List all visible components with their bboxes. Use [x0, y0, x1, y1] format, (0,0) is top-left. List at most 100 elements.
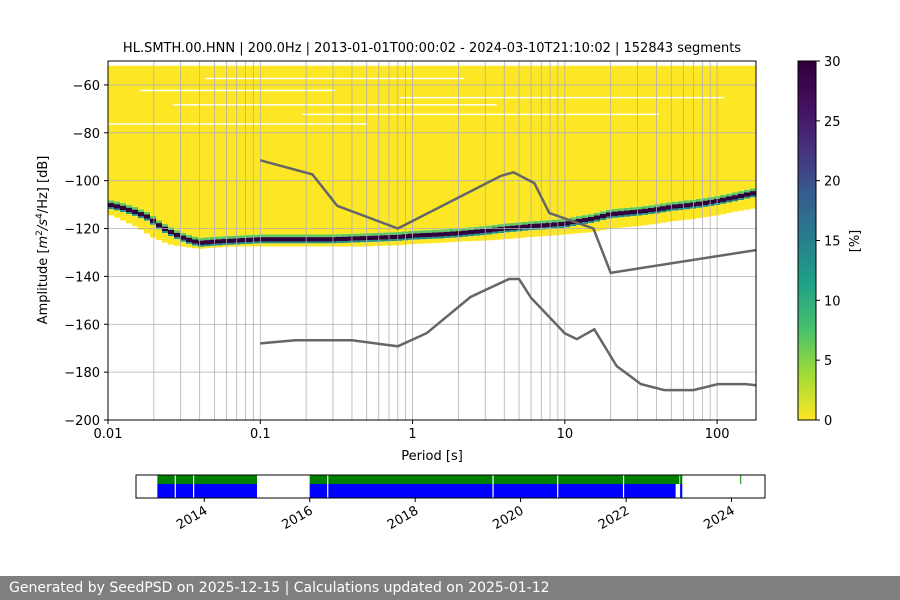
psd-cell-low [738, 200, 745, 211]
psd-cell-low [180, 65, 187, 233]
psd-cell-low [390, 241, 397, 246]
psd-cell-mode [432, 232, 439, 237]
psd-column [294, 65, 301, 247]
psd-column [126, 65, 133, 224]
psd-cell-low [594, 65, 601, 213]
psd-cell-low [264, 65, 271, 235]
psd-cell-mode [486, 228, 493, 233]
y-tick-label: −200 [64, 414, 100, 429]
psd-cell-mode [600, 213, 607, 219]
psd-cell-mode [678, 203, 685, 209]
psd-cell-mode [420, 233, 427, 238]
psd-cell-mid [426, 230, 433, 233]
psd-cell-low [510, 65, 517, 224]
psd-cell-mid [456, 235, 463, 238]
psd-cell-low [552, 65, 559, 220]
psd-cell-low [420, 239, 427, 244]
psd-cell-mid [480, 233, 487, 236]
y-axis-label-m: m [36, 236, 51, 249]
timeline-ticks: 2014 2016 2018 2020 2022 2024 [174, 498, 738, 533]
psd-column [162, 65, 169, 243]
psd-cell-low [198, 246, 205, 249]
availability-timeline: 2014 2016 2018 2020 2022 2024 [135, 474, 766, 533]
psd-cell-low [120, 65, 127, 204]
psd-cell-mid [174, 230, 181, 233]
psd-cell-mid [408, 237, 415, 240]
psd-cell-mid [276, 241, 283, 244]
psd-cell-mode [630, 210, 637, 215]
psd-cell-low [750, 65, 756, 189]
psd-cell-mid [444, 229, 451, 232]
psd-cell-mid [258, 234, 265, 238]
timeline-tick-label: 2014 [174, 503, 210, 533]
psd-cell-low [126, 65, 133, 206]
psd-cell-mid [612, 215, 619, 218]
psd-cell-low [156, 229, 163, 241]
psd-cell-low [600, 220, 607, 230]
psd-column [630, 65, 637, 227]
psd-cell-mode [564, 221, 571, 226]
psd-cell-mid [432, 229, 439, 233]
psd-column [600, 65, 607, 230]
psd-cell-mode [606, 212, 613, 217]
psd-cell-low [186, 65, 193, 236]
psd-cell-mid [678, 201, 685, 204]
psd-cell-low [540, 229, 547, 237]
psd-column [342, 65, 349, 247]
psd-cell-low [354, 242, 361, 247]
psd-cell-low [168, 236, 175, 245]
psd-cell-mid [654, 211, 661, 214]
availability-gap [557, 475, 559, 498]
psd-cell-mid [444, 236, 451, 239]
psd-cell-mid [360, 240, 367, 243]
psd-cell-low [246, 243, 253, 247]
psd-cell-mode [252, 237, 259, 242]
psd-cell-mid [420, 230, 427, 234]
psd-cell-mid [342, 241, 349, 243]
psd-cell-mode [462, 230, 469, 235]
psd-cell-low [600, 65, 607, 212]
psd-cell-low [474, 235, 481, 241]
psd-cell-low [234, 65, 241, 236]
psd-column [708, 65, 715, 217]
nlnm-curve [260, 277, 756, 392]
psd-cell-low [252, 243, 259, 247]
psd-cell-mid [486, 225, 493, 229]
psd-column [642, 65, 649, 226]
psd-cell-mid [270, 241, 277, 244]
psd-cell-low [354, 65, 361, 234]
psd-cell-mode [546, 222, 553, 228]
psd-cell-low [636, 65, 643, 207]
psd-plot: 0.01 0.1 1 10 100 −60 −80 −100 −120 −140 −160 −180… [35, 41, 757, 464]
psd-column [702, 65, 709, 218]
psd-cell-low [228, 65, 235, 237]
psd-cell-low [432, 65, 439, 230]
psd-column [414, 65, 421, 244]
psd-cell-low [546, 229, 553, 236]
psd-cell-mid [348, 233, 355, 237]
psd-cell-mid [180, 239, 187, 242]
psd-cell-mode [114, 204, 121, 209]
colorbar-tick-label: 10 [824, 294, 841, 309]
psd-cell-mid [666, 202, 673, 206]
psd-cell-mode [282, 237, 289, 242]
psd-cell-mid [396, 238, 403, 241]
psd-cell-mid [636, 206, 643, 210]
nhnm-curve [259, 159, 756, 275]
timeline-spans [157, 475, 742, 498]
psd-cell-low [732, 201, 739, 212]
psd-cell-mid [120, 210, 127, 213]
psd-column [192, 65, 199, 249]
psd-cell-mid [648, 212, 655, 215]
psd-cell-mid [570, 224, 577, 227]
psd-cell-mid [492, 231, 499, 234]
timeline-tick-label: 2018 [385, 503, 421, 533]
psd-cell-mid [186, 235, 193, 238]
psd-column [150, 65, 157, 238]
psd-cell-mid [282, 234, 289, 238]
psd-cell-mid [696, 198, 703, 202]
psd-column [138, 65, 145, 230]
psd-cell-low [276, 243, 283, 247]
psd-cell-mode [204, 240, 211, 245]
colorbar-tick-label: 20 [824, 175, 841, 190]
